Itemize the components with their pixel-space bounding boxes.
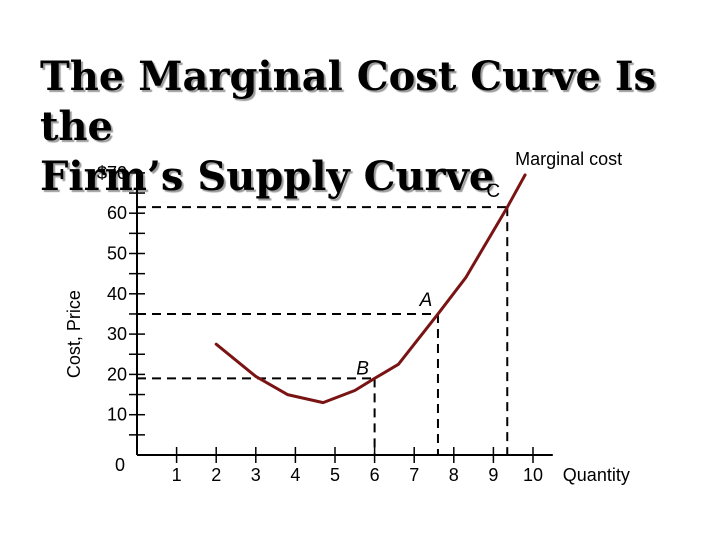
x-axis-ticks: 1 2 3 4 5 6 7 8 9 10 <box>172 447 543 485</box>
y-tick-label-50: 50 <box>107 244 127 264</box>
title-line-2: Firm’s Supply Curve <box>40 153 495 200</box>
x-tick-label-8: 8 <box>449 465 459 485</box>
title-line-1: The Marginal Cost Curve Is the <box>40 53 657 150</box>
y-tick-label-60: 60 <box>107 203 127 223</box>
annotation-A: A <box>419 290 433 311</box>
y-axis-ticks: 0 10 20 30 40 50 60 $70 <box>97 163 145 475</box>
y-tick-label-0: 0 <box>115 455 125 475</box>
x-tick-label-7: 7 <box>409 465 419 485</box>
x-axis-label: Quantity <box>563 465 630 485</box>
x-tick-label-9: 9 <box>488 465 498 485</box>
annotation-B: B <box>356 358 369 379</box>
annotation-C: C <box>486 181 500 202</box>
y-tick-label-20: 20 <box>107 364 127 384</box>
point-annotations: A B C <box>356 181 500 379</box>
dashed-guide-lines <box>137 206 509 455</box>
series-label-marginal-cost: Marginal cost <box>515 149 622 169</box>
marginal-cost-curve-group <box>214 173 527 405</box>
y-tick-label-30: 30 <box>107 324 127 344</box>
y-tick-label-40: 40 <box>107 284 127 304</box>
marginal-cost-curve <box>214 173 527 405</box>
page-title: The Marginal Cost Curve Is the Firm’s Su… <box>40 52 720 202</box>
y-axis-label: Cost, Price <box>64 290 84 378</box>
y-tick-label-70: $70 <box>97 163 127 183</box>
x-tick-label-2: 2 <box>211 465 221 485</box>
x-tick-label-6: 6 <box>370 465 380 485</box>
x-tick-label-5: 5 <box>330 465 340 485</box>
x-tick-label-3: 3 <box>251 465 261 485</box>
y-tick-label-10: 10 <box>107 405 127 425</box>
x-tick-label-4: 4 <box>290 465 300 485</box>
x-tick-label-10: 10 <box>523 465 543 485</box>
x-tick-label-1: 1 <box>172 465 182 485</box>
